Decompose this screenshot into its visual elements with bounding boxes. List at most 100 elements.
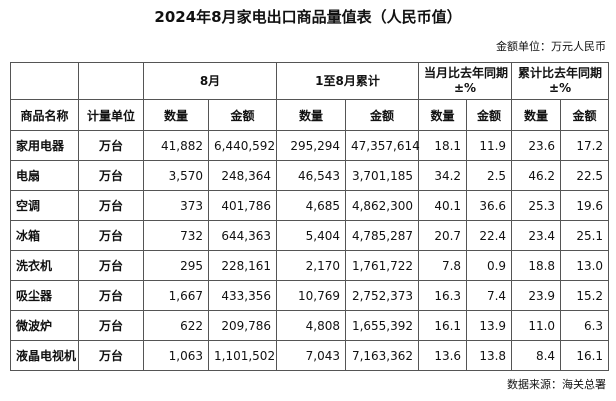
value-cell: 6,440,592 (207, 130, 278, 161)
value-cell: 732 (143, 220, 209, 251)
product-name: 洗衣机 (10, 250, 79, 281)
value-cell: 23.4 (511, 220, 562, 251)
value-cell: 1,761,722 (345, 250, 420, 281)
column-header: 金额 (466, 99, 513, 131)
value-cell: 7,043 (276, 340, 347, 371)
group-row: 8月 1至8月累计 当月比去年同期 ±% 累计比去年同期 ±% (10, 62, 610, 100)
value-cell: 36.6 (466, 190, 513, 221)
empty-cell (10, 62, 79, 100)
value-cell: 7.8 (418, 250, 468, 281)
unit-cell: 万台 (78, 190, 144, 221)
group-header-line: 累计比去年同期 (518, 66, 603, 80)
data-row: 微波炉 万台 622 209,786 4,808 1,655,392 16.1 13.9 11.… (10, 310, 610, 341)
value-cell: 46,543 (276, 160, 347, 191)
value-cell: 1,101,502 (207, 340, 278, 371)
value-cell: 13.9 (466, 310, 513, 341)
column-header: 计量单位 (78, 99, 144, 131)
value-cell: 47,357,614 (345, 130, 420, 161)
product-name: 空调 (10, 190, 79, 221)
value-cell: 6.3 (560, 310, 610, 341)
value-cell: 23.6 (511, 130, 562, 161)
column-header: 金额 (207, 99, 278, 131)
title: 2024年8月家电出口商品量值表（人民币值） (154, 8, 462, 26)
value-cell: 23.9 (511, 280, 562, 311)
unit-cell: 万台 (78, 280, 144, 311)
value-cell: 7.4 (466, 280, 513, 311)
product-name: 液晶电视机 (10, 340, 79, 371)
value-cell: 16.1 (418, 310, 468, 341)
value-cell: 209,786 (207, 310, 278, 341)
value-cell: 2,752,373 (345, 280, 420, 311)
empty-cell (78, 62, 144, 100)
value-cell: 295,294 (276, 130, 347, 161)
value-cell: 13.6 (418, 340, 468, 371)
value-cell: 3,701,185 (345, 160, 420, 191)
value-cell: 2.5 (466, 160, 513, 191)
group-header: 当月比去年同期 ±% (418, 62, 513, 100)
unit-cell: 万台 (78, 310, 144, 341)
group-header: 8月 (142, 62, 278, 100)
value-cell: 10,769 (276, 280, 347, 311)
group-header-line: 1至8月累计 (315, 73, 380, 88)
unit-cell: 万台 (78, 160, 144, 191)
value-cell: 622 (143, 310, 209, 341)
data-row: 家用电器 万台 41,882 6,440,592 295,294 47,357,614 18… (10, 130, 610, 161)
product-name: 吸尘器 (10, 280, 79, 311)
value-cell: 11.0 (511, 310, 562, 341)
value-cell: 0.9 (466, 250, 513, 281)
header-row: 商品名称 计量单位 数量 金额 数量 金额 数量 金额 数量 金额 (10, 99, 610, 131)
data-row: 冰箱 万台 732 644,363 5,404 4,785,287 20.7 22.4 23.4… (10, 220, 610, 251)
value-cell: 3,570 (143, 160, 209, 191)
group-header-line: ±% (549, 81, 572, 95)
value-cell: 2,170 (276, 250, 347, 281)
table: 8月 1至8月累计 当月比去年同期 ±% 累计比去年同期 ±% 商品名称 计量单位 数量 金额 数量… (10, 62, 610, 371)
value-cell: 15.2 (560, 280, 610, 311)
value-cell: 11.9 (466, 130, 513, 161)
value-cell: 25.3 (511, 190, 562, 221)
value-cell: 13.0 (560, 250, 610, 281)
value-cell: 1,063 (143, 340, 209, 371)
value-cell: 34.2 (418, 160, 468, 191)
unit-cell: 万台 (78, 250, 144, 281)
unit-note: 金额单位：万元人民币 (496, 40, 606, 53)
unit-cell: 万台 (78, 340, 144, 371)
column-header: 金额 (560, 99, 610, 131)
value-cell: 16.1 (560, 340, 610, 371)
value-cell: 13.8 (466, 340, 513, 371)
group-header: 1至8月累计 (276, 62, 420, 100)
data-row: 吸尘器 万台 1,667 433,356 10,769 2,752,373 16.3 7.4 2… (10, 280, 610, 311)
column-header: 数量 (276, 99, 347, 131)
group-header: 累计比去年同期 ±% (511, 62, 610, 100)
column-header: 商品名称 (10, 99, 79, 131)
product-name: 微波炉 (10, 310, 79, 341)
group-header-line: 8月 (199, 73, 221, 88)
value-cell: 295 (143, 250, 209, 281)
value-cell: 1,655,392 (345, 310, 420, 341)
value-cell: 228,161 (207, 250, 278, 281)
value-cell: 41,882 (143, 130, 209, 161)
value-cell: 46.2 (511, 160, 562, 191)
column-header: 数量 (511, 99, 562, 131)
value-cell: 4,685 (276, 190, 347, 221)
value-cell: 4,808 (276, 310, 347, 341)
unit-cell: 万台 (78, 220, 144, 251)
value-cell: 644,363 (207, 220, 278, 251)
value-cell: 40.1 (418, 190, 468, 221)
value-cell: 18.8 (511, 250, 562, 281)
value-cell: 22.4 (466, 220, 513, 251)
value-cell: 20.7 (418, 220, 468, 251)
value-cell: 18.1 (418, 130, 468, 161)
value-cell: 1,667 (143, 280, 209, 311)
value-cell: 25.1 (560, 220, 610, 251)
value-cell: 17.2 (560, 130, 610, 161)
column-header: 金额 (345, 99, 420, 131)
column-header: 数量 (418, 99, 468, 131)
source: 数据来源：海关总署 (507, 378, 606, 391)
group-header-line: 当月比去年同期 (424, 66, 509, 80)
value-cell: 16.3 (418, 280, 468, 311)
value-cell: 19.6 (560, 190, 610, 221)
data-row: 空调 万台 373 401,786 4,685 4,862,300 40.1 36.6 25.3… (10, 190, 610, 221)
value-cell: 433,356 (207, 280, 278, 311)
product-name: 冰箱 (10, 220, 79, 251)
group-header-line: ±% (454, 81, 477, 95)
